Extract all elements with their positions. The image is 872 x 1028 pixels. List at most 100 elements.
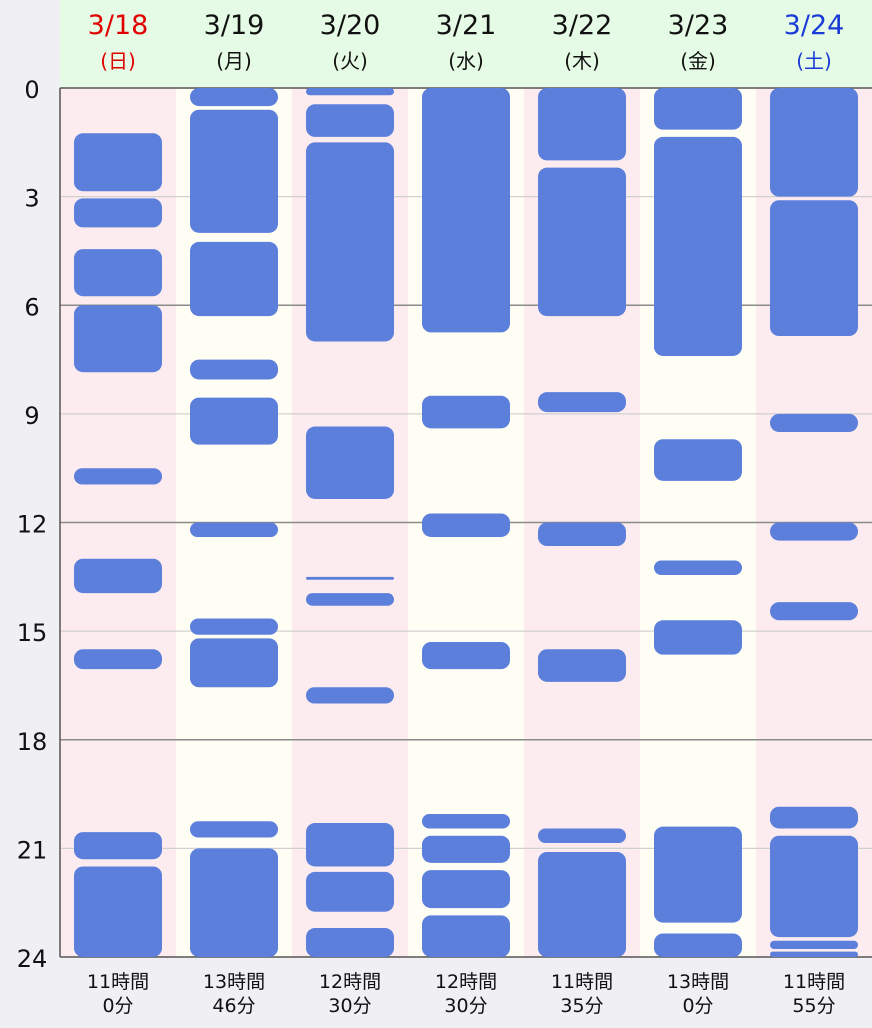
- sleep-segment-bar: [306, 687, 394, 704]
- y-tick-label: 18: [17, 728, 48, 756]
- header-band: [60, 0, 872, 88]
- sleep-segment-bar: [422, 915, 510, 957]
- sleep-segment-bar: [770, 200, 858, 337]
- sleep-segment-bar: [770, 413, 858, 432]
- day-weekday-label: (土): [796, 49, 832, 73]
- day-weekday-label: (水): [448, 49, 484, 73]
- day-weekday-label: (金): [680, 49, 716, 73]
- sleep-segment-bar: [306, 928, 394, 957]
- sleep-segment-bar: [422, 88, 510, 333]
- sleep-segment-bar: [74, 468, 162, 485]
- sleep-segment-bar: [306, 576, 394, 580]
- sleep-segment-bar: [190, 359, 278, 380]
- y-tick-label: 0: [24, 76, 39, 104]
- sleep-segment-bar: [306, 142, 394, 342]
- sleep-segment-bar: [770, 806, 858, 829]
- daily-total-minutes-label: 35分: [560, 995, 603, 1017]
- y-tick-label: 12: [17, 511, 48, 539]
- sleep-segment-bar: [538, 88, 626, 161]
- sleep-segment-bar: [654, 439, 742, 481]
- sleep-segment-bar: [306, 88, 394, 96]
- sleep-segment-bar: [190, 618, 278, 635]
- sleep-segment-bar: [422, 835, 510, 863]
- day-date-label: 3/23: [668, 10, 729, 41]
- day-weekday-label: (火): [332, 49, 368, 73]
- sleep-segment-bar: [538, 392, 626, 413]
- sleep-segment-bar: [74, 832, 162, 860]
- sleep-segment-bar: [770, 602, 858, 621]
- sleep-segment-bar: [190, 109, 278, 233]
- sleep-segment-bar: [538, 828, 626, 843]
- sleep-segment-bar: [654, 620, 742, 655]
- sleep-segment-bar: [654, 933, 742, 957]
- day-date-label: 3/21: [436, 10, 497, 41]
- sleep-segment-bar: [74, 558, 162, 594]
- daily-total-hours-label: 13時間: [667, 971, 729, 993]
- y-tick-label: 9: [24, 402, 39, 430]
- sleep-segment-bar: [654, 136, 742, 356]
- sleep-segment-bar: [770, 835, 858, 938]
- daily-total-minutes-label: 46分: [212, 995, 255, 1017]
- sleep-segment-bar: [306, 593, 394, 606]
- daily-total-minutes-label: 30分: [444, 995, 487, 1017]
- day-date-label: 3/20: [320, 10, 381, 41]
- sleep-segment-bar: [422, 513, 510, 537]
- daily-total-hours-label: 12時間: [319, 971, 381, 993]
- sleep-segment-bar: [74, 866, 162, 957]
- sleep-segment-bar: [422, 641, 510, 670]
- sleep-segment-bar: [74, 649, 162, 670]
- day-weekday-label: (木): [564, 49, 600, 73]
- sleep-segment-bar: [654, 88, 742, 130]
- sleep-segment-bar: [654, 560, 742, 576]
- sleep-segment-bar: [770, 522, 858, 541]
- sleep-segment-bar: [422, 870, 510, 909]
- daily-total-hours-label: 11時間: [87, 971, 149, 993]
- daily-total-hours-label: 11時間: [783, 971, 845, 993]
- sleep-segment-bar: [422, 395, 510, 429]
- sleep-segment-bar: [190, 638, 278, 688]
- sleep-segment-bar: [538, 649, 626, 682]
- daily-total-minutes-label: 0分: [682, 995, 713, 1017]
- sleep-segment-bar: [190, 522, 278, 537]
- day-weekday-label: (日): [100, 49, 136, 73]
- y-tick-label: 15: [17, 619, 48, 647]
- sleep-segment-bar: [190, 848, 278, 957]
- sleep-segment-bar: [422, 813, 510, 829]
- sleep-segment-bar: [190, 241, 278, 317]
- sleep-segment-bar: [770, 940, 858, 950]
- sleep-segment-bar: [190, 821, 278, 838]
- sleep-segment-bar: [306, 871, 394, 912]
- y-tick-label: 21: [17, 836, 48, 864]
- daily-total-minutes-label: 0分: [102, 995, 133, 1017]
- sleep-segment-bar: [306, 426, 394, 499]
- y-tick-label: 6: [24, 293, 39, 321]
- sleep-segment-bar: [74, 133, 162, 192]
- sleep-segment-bar: [538, 522, 626, 547]
- sleep-segment-bar: [654, 826, 742, 923]
- daily-total-hours-label: 13時間: [203, 971, 265, 993]
- day-date-label: 3/19: [204, 10, 265, 41]
- sleep-segment-bar: [190, 397, 278, 445]
- sleep-segment-bar: [74, 305, 162, 373]
- sleep-segment-bar: [538, 167, 626, 317]
- sleep-segment-bar: [770, 88, 858, 197]
- day-date-label: 3/24: [784, 10, 845, 41]
- sleep-segment-bar: [74, 198, 162, 228]
- daily-total-minutes-label: 30分: [328, 995, 371, 1017]
- sleep-segment-bar: [306, 823, 394, 867]
- daily-total-minutes-label: 55分: [792, 995, 835, 1017]
- sleep-segment-bar: [770, 951, 858, 957]
- y-tick-label: 3: [24, 185, 39, 213]
- day-weekday-label: (月): [216, 49, 252, 73]
- day-date-label: 3/18: [88, 10, 149, 41]
- daily-total-hours-label: 11時間: [551, 971, 613, 993]
- y-tick-label: 24: [17, 945, 48, 973]
- daily-total-hours-label: 12時間: [435, 971, 497, 993]
- sleep-segment-bar: [74, 249, 162, 297]
- day-date-label: 3/22: [552, 10, 613, 41]
- sleep-segment-bar: [306, 104, 394, 137]
- sleep-segment-bar: [538, 851, 626, 957]
- sleep-segment-bar: [190, 88, 278, 107]
